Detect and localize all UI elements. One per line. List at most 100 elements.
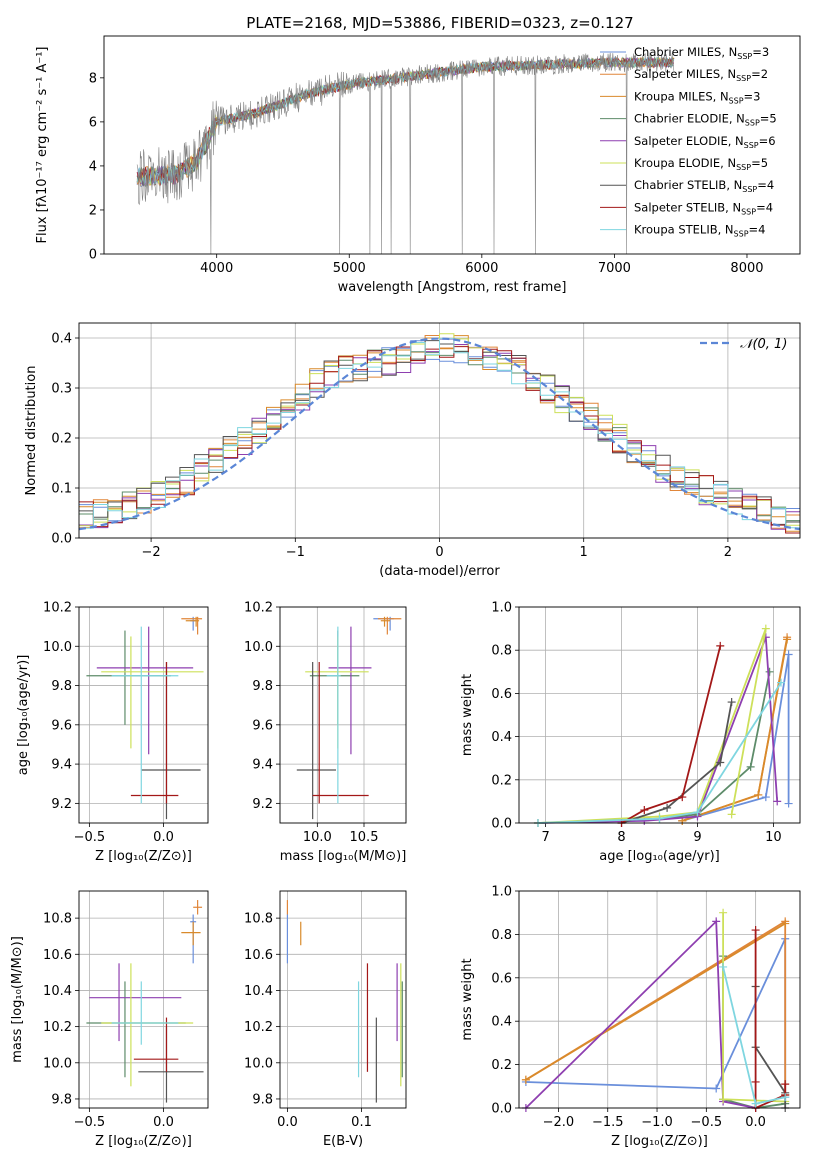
legend-n: =4 bbox=[756, 200, 773, 214]
y-tick-label: 9.8 bbox=[51, 679, 72, 694]
x-tick-label: 10 bbox=[765, 830, 782, 845]
axes-age_vs_mass: 10.0 10.5 9.2 9.4 9.6 9.8 10.0 10.2 mass [log₁₀(… bbox=[244, 601, 407, 864]
y-axis-label: Flux [fλ10⁻¹⁷ erg cm⁻² s⁻¹ A⁻¹] bbox=[35, 47, 50, 244]
weight-point bbox=[521, 1075, 530, 1084]
y-tick-label: 9.8 bbox=[51, 1092, 72, 1107]
x-tick-label: 0.1 bbox=[351, 1115, 372, 1130]
weight-point bbox=[693, 808, 702, 817]
weight-point bbox=[773, 797, 782, 806]
x-axis-label: Z [log₁₀(Z/Z⊙)] bbox=[95, 849, 192, 864]
x-tick-label: 10.0 bbox=[303, 830, 332, 845]
legend-n: =4 bbox=[749, 223, 766, 237]
legend-n: =3 bbox=[744, 89, 761, 103]
legend-entry: Chabrier ELODIE, NSSP=5 bbox=[634, 112, 777, 128]
x-tick-label: 10.5 bbox=[350, 830, 379, 845]
y-tick-label: 9.8 bbox=[252, 1092, 273, 1107]
y-tick-label: 0.2 bbox=[491, 1058, 512, 1073]
x-tick-label: 5000 bbox=[333, 261, 366, 276]
errorbars bbox=[296, 616, 402, 820]
weight-lines bbox=[533, 624, 793, 827]
legend-n: =3 bbox=[752, 45, 769, 59]
legend-sub: SSP bbox=[736, 74, 751, 83]
x-tick-label: 0.0 bbox=[153, 830, 174, 845]
legend-sub: SSP bbox=[742, 185, 757, 194]
axes-frame bbox=[78, 322, 801, 539]
weight-point bbox=[727, 810, 736, 819]
x-tick-label: −0.5 bbox=[74, 1115, 106, 1130]
legend-n: =5 bbox=[760, 112, 777, 126]
x-axis-label: age [log₁₀(age/yr)] bbox=[599, 849, 720, 864]
x-tick-label: 7 bbox=[541, 830, 549, 845]
legend-label: Kroupa STELIB, N bbox=[634, 223, 734, 237]
y-tick-label: 10.4 bbox=[244, 984, 273, 999]
weight-series-salpeter_stelib bbox=[621, 645, 722, 824]
y-tick-label: 4 bbox=[89, 159, 97, 174]
y-tick-label: 10.0 bbox=[43, 1056, 72, 1071]
legend-sub: SSP bbox=[745, 119, 760, 128]
axes-frame bbox=[279, 606, 407, 824]
legend-sub: SSP bbox=[744, 141, 759, 150]
weight-point bbox=[712, 917, 721, 926]
weight-point bbox=[751, 926, 760, 935]
legend-sub: SSP bbox=[729, 96, 744, 105]
x-tick-label: 6000 bbox=[465, 261, 498, 276]
axes-frame bbox=[518, 606, 801, 824]
axes-mass_vs_Z: −0.5 0.0 9.8 10.0 10.2 10.4 10.6 10.8 Z [log₁₀(Z… bbox=[10, 890, 209, 1149]
weight-point bbox=[761, 793, 770, 802]
legend-entry: Chabrier MILES, NSSP=3 bbox=[634, 45, 769, 61]
weight-point bbox=[712, 1084, 721, 1093]
weight-lines bbox=[521, 908, 790, 1112]
y-tick-label: 0.2 bbox=[51, 432, 72, 447]
weight-series-kroupa_stelib bbox=[722, 966, 786, 1105]
x-tick-label: 8000 bbox=[730, 261, 763, 276]
y-tick-label: 0.0 bbox=[51, 532, 72, 547]
x-tick-label: 7000 bbox=[598, 261, 631, 276]
y-axis-label: mass weight bbox=[460, 958, 475, 1040]
x-axis-label: (data-model)/error bbox=[379, 564, 500, 579]
x-axis-label: mass [log₁₀(M/M⊙)] bbox=[280, 849, 407, 864]
legend-n: =2 bbox=[751, 67, 768, 81]
y-axis-label: mass weight bbox=[460, 674, 475, 756]
y-tick-label: 9.2 bbox=[51, 797, 72, 812]
weight-series-salpeter_stelib bbox=[754, 930, 787, 1110]
y-tick-label: 10.0 bbox=[244, 640, 273, 655]
axes-frame bbox=[103, 35, 801, 255]
y-tick-label: 10.6 bbox=[43, 948, 72, 963]
legend-entry: Chabrier STELIB, NSSP=4 bbox=[634, 178, 774, 194]
axes-weight_vs_age: 7 8 9 10 0.0 0.2 0.4 0.6 0.8 1.0 age [log₁₀(age/yr… bbox=[460, 601, 801, 864]
x-axis-label: Z [log₁₀(Z/Z⊙)] bbox=[611, 1134, 708, 1149]
errorbars bbox=[86, 900, 204, 1103]
axes-mass_vs_ebv: 0.0 0.1 9.8 10.0 10.2 10.4 10.6 10.8 E(B-V) bbox=[244, 890, 407, 1149]
errorbars bbox=[86, 616, 204, 820]
x-tick-label: 0.0 bbox=[277, 1115, 298, 1130]
legend-label: Salpeter ELODIE, N bbox=[634, 134, 744, 148]
legend-label: Chabrier MILES, N bbox=[634, 45, 737, 59]
weight-series-chabrier_miles bbox=[525, 938, 787, 1098]
axes-age_vs_Z: −0.5 0.0 9.2 9.4 9.6 9.8 10.0 10.2 Z [log₁₀(Z/Z⊙… bbox=[16, 601, 209, 864]
y-tick-label: 1.0 bbox=[491, 885, 512, 900]
weight-point bbox=[716, 641, 725, 650]
weight-series-chabrier_stelib bbox=[621, 701, 733, 824]
axes-frame bbox=[279, 890, 407, 1109]
axes-frame bbox=[518, 890, 801, 1109]
weight-point bbox=[781, 1080, 790, 1089]
errorbars bbox=[286, 900, 403, 1103]
y-tick-label: 9.4 bbox=[252, 758, 273, 773]
legend-n: =6 bbox=[759, 134, 776, 148]
legend-entry: Salpeter MILES, NSSP=2 bbox=[634, 67, 768, 83]
y-tick-label: 0.2 bbox=[491, 773, 512, 788]
y-tick-label: 1.0 bbox=[491, 601, 512, 616]
x-tick-label: 1 bbox=[580, 545, 588, 560]
x-tick-label: 4000 bbox=[200, 261, 233, 276]
y-tick-label: 0.3 bbox=[51, 382, 72, 397]
y-tick-label: 9.6 bbox=[252, 718, 273, 733]
y-tick-label: 0.6 bbox=[491, 971, 512, 986]
legend-label: 𝒩(0, 1) bbox=[740, 337, 787, 352]
x-tick-label: 0.0 bbox=[745, 1115, 766, 1130]
legend-sub: SSP bbox=[734, 230, 749, 239]
x-tick-label: −2 bbox=[142, 545, 161, 560]
model-kroupa_stelib bbox=[136, 57, 675, 186]
y-axis-label: age [log₁₀(age/yr)] bbox=[16, 655, 31, 776]
